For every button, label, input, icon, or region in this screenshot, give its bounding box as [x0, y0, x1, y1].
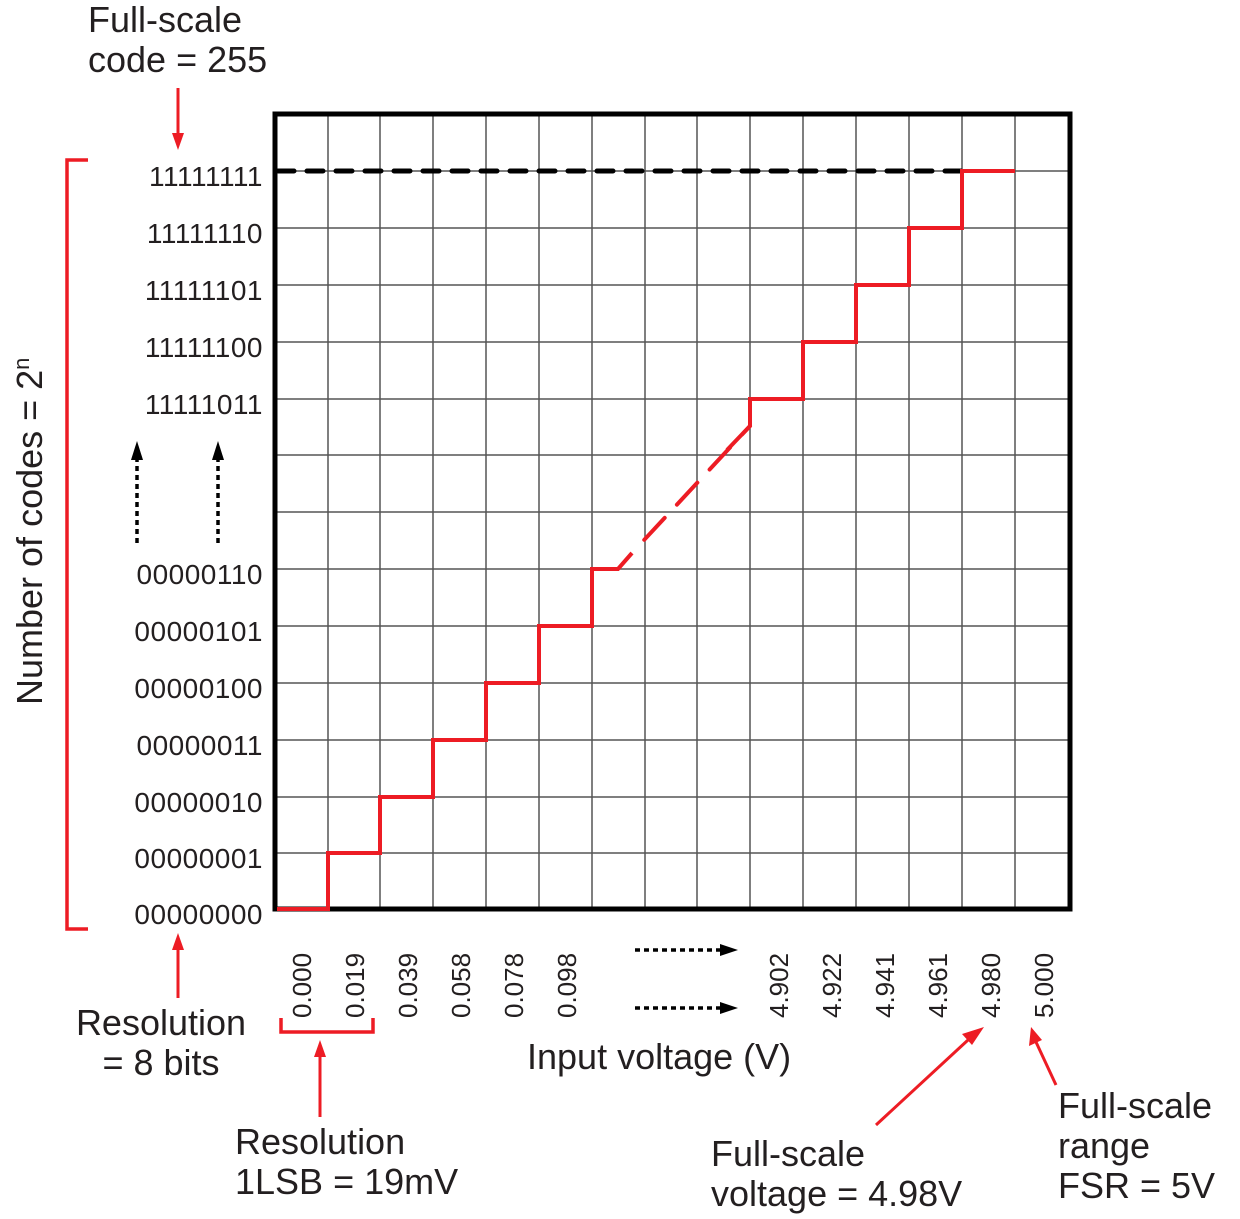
staircase-lower [277, 551, 634, 911]
x-tick-label: 0.098 [552, 952, 582, 1018]
y-axis-label-text: Number of codes = 2 [9, 369, 50, 705]
full-scale-code-annotation: Full-scale code = 255 [88, 0, 267, 80]
y-code-label: 00000001 [134, 843, 263, 874]
x-tick-label: 4.922 [817, 952, 847, 1018]
x-tick-label: 4.961 [923, 952, 953, 1018]
y-code-label: 00000010 [134, 787, 263, 818]
x-tick-label: 5.000 [1029, 952, 1059, 1018]
annotation-line: code = 255 [88, 39, 268, 80]
y-code-label: 11111100 [144, 332, 263, 363]
annotation-line: 1LSB = 19mV [235, 1161, 459, 1202]
y-code-label: 11111011 [144, 389, 263, 420]
full-scale-voltage-annotation: Full-scale voltage = 4.98V [711, 1134, 962, 1214]
y-code-label: 00000110 [136, 559, 263, 590]
y-axis-label: Number of codes = 2n [2, 358, 50, 705]
x-tick-label: 0.019 [340, 952, 370, 1018]
resolution-bits-annotation: Resolution = 8 bits [61, 1003, 261, 1083]
annotation-line: FSR = 5V [1058, 1165, 1216, 1206]
x-axis-label: Input voltage (V) [527, 1036, 792, 1077]
y-axis-label-exponent: n [9, 357, 34, 370]
y-code-label: 00000000 [134, 899, 263, 930]
annotation-line: range [1058, 1125, 1151, 1166]
x-tick-label: 0.078 [499, 952, 529, 1018]
red-arrows [172, 88, 1058, 1127]
y-code-label: 00000101 [134, 616, 263, 647]
annotation-line: Resolution [75, 1002, 247, 1043]
x-tick-label: 0.000 [287, 952, 317, 1018]
y-code-label: 11111111 [148, 161, 263, 192]
y-code-label: 00000011 [136, 730, 263, 761]
lsb-bracket [279, 1018, 375, 1034]
y-code-label: 00000100 [134, 673, 263, 704]
annotation-line: Resolution [235, 1121, 406, 1162]
y-code-label: 11111110 [146, 218, 263, 249]
staircase-upper [725, 169, 1015, 452]
grid-lines [275, 114, 1070, 909]
annotation-line: = 8 bits [102, 1042, 220, 1083]
codes-bracket [65, 158, 88, 931]
plot-frame [272, 111, 1073, 912]
annotation-line: Full-scale [1058, 1085, 1213, 1126]
resolution-lsb-annotation: Resolution 1LSB = 19mV [235, 1122, 458, 1202]
y-code-label: 11111101 [144, 275, 263, 306]
annotation-line: voltage = 4.98V [711, 1173, 963, 1214]
continuation-arrows [131, 441, 738, 1014]
x-tick-label: 4.980 [976, 952, 1006, 1018]
x-tick-label: 0.039 [393, 952, 423, 1018]
annotation-line: Full-scale [711, 1133, 866, 1174]
x-tick-label: 4.902 [764, 952, 794, 1018]
x-tick-label: 0.058 [446, 952, 476, 1018]
x-tick-label: 4.941 [870, 952, 900, 1018]
full-scale-range-annotation: Full-scale range FSR = 5V [1058, 1086, 1215, 1206]
annotation-line: Full-scale [88, 0, 243, 40]
